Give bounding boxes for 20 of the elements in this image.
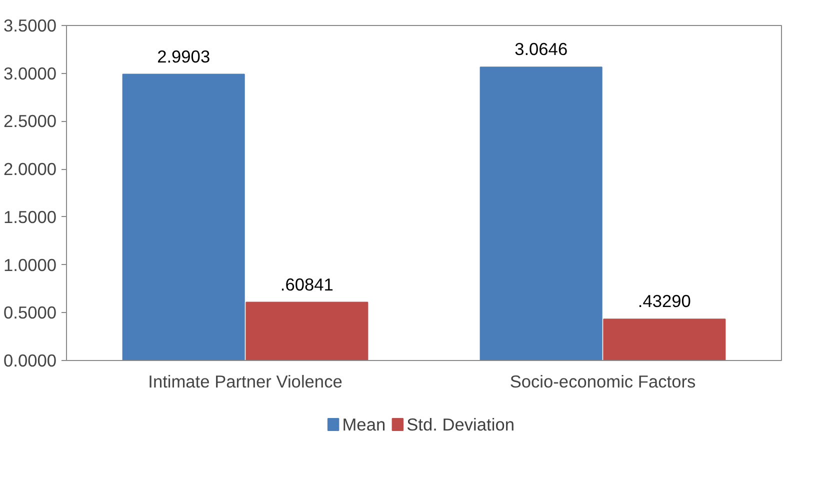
bar [603,318,726,360]
y-tick-label: 2.5000 [4,111,56,132]
y-tick-label: 1.0000 [4,254,56,275]
y-tick-label: 2.0000 [4,159,56,180]
y-tick-label: 3.5000 [4,16,56,36]
legend-label: Std. Deviation [406,414,514,434]
y-tick-label: 0.5000 [4,302,56,323]
bar [480,66,602,360]
data-label: 3.0646 [514,39,568,60]
y-tick-label: 3.0000 [4,63,56,84]
y-tick-label: 1.5000 [4,206,56,227]
x-tick-label: Intimate Partner Violence [148,372,342,392]
bar [122,74,245,360]
y-tick-label: 0.0000 [4,350,56,370]
legend-label: Mean [342,414,386,434]
data-label: .43290 [638,291,691,312]
x-tick-label: Socio-economic Factors [510,372,696,392]
data-label: 2.9903 [157,46,210,66]
data-label: .60841 [280,274,334,294]
bar [246,302,368,360]
